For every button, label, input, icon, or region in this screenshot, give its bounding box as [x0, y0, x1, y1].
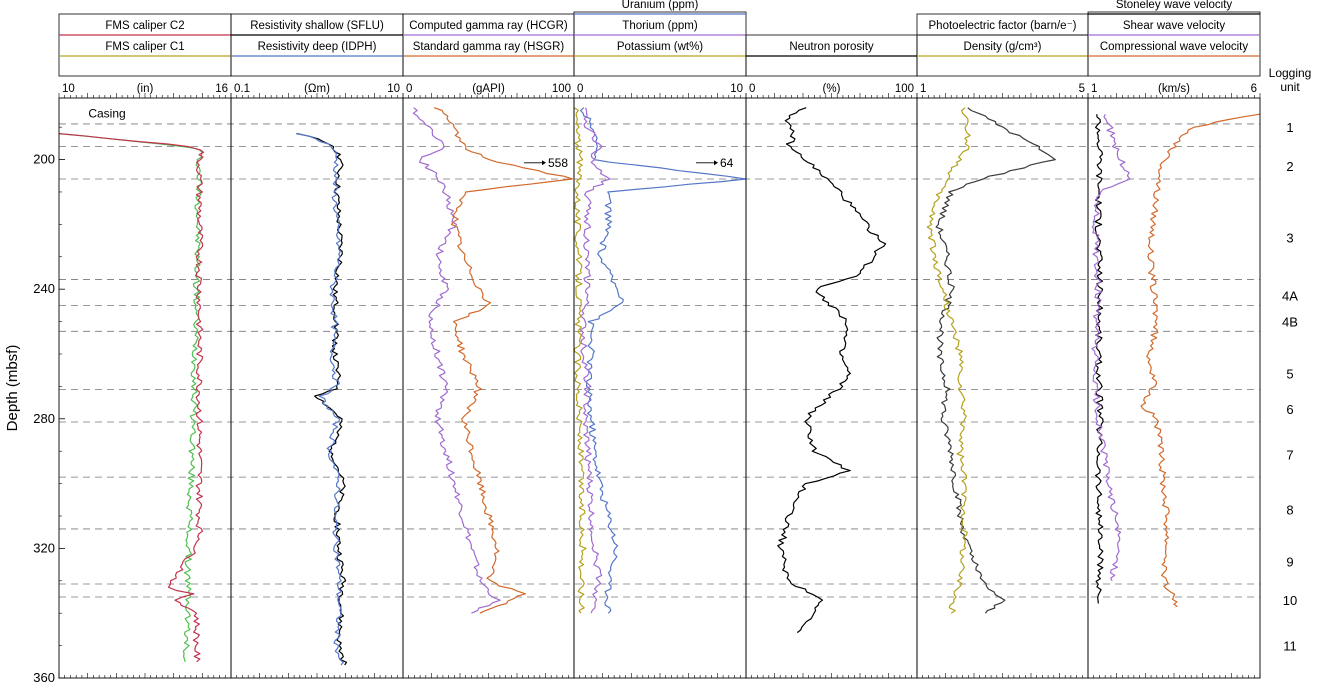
track-scales: 10 16(in) 0.1 10(Ωm) 0 100(gAPI) 0 10 0 100(%) 1 5 1…	[58, 83, 1261, 678]
logging-unit-label: 9	[1286, 554, 1293, 569]
header-label: Compressional wave velocity	[1100, 41, 1249, 53]
depth-axis: 200 240 280 320 360 Depth (mbsf)	[4, 126, 65, 685]
scale-min: 0	[406, 83, 412, 95]
curve-fms-caliper-c1	[58, 133, 203, 662]
track-headers: FMS caliper C2 FMS caliper C1 Resistivity …	[58, 0, 1261, 77]
curve-photoelectric-factor-barn-e	[935, 107, 1056, 614]
curve-standard-gamma-ray-hsgr	[433, 107, 573, 614]
header-label: Resistivity shallow (SFLU)	[250, 20, 384, 32]
scale-min: 10	[62, 83, 75, 95]
y-axis-label: Depth (mbsf)	[4, 345, 21, 432]
log-curves	[58, 107, 1261, 666]
scale-max: 5	[1079, 83, 1085, 95]
header-label: Shear wave velocity	[1123, 20, 1226, 32]
logging-unit-label: 5	[1286, 366, 1293, 381]
scale-min: 0	[577, 83, 583, 95]
logging-unit-label: 4B	[1282, 315, 1298, 330]
track-frame	[916, 97, 1089, 679]
scale-max: 6	[1251, 83, 1257, 95]
header-label: Computed gamma ray (HCGR)	[409, 20, 568, 32]
logging-unit-label: 8	[1286, 503, 1293, 518]
curve-potassium-wt	[573, 107, 587, 614]
scale-unit: (km/s)	[1158, 83, 1190, 95]
header-box	[1087, 11, 1261, 77]
logging-unit-label: 2	[1286, 159, 1293, 174]
scale-max: 100	[895, 83, 914, 95]
curve-resistivity-deep-idph	[295, 133, 344, 666]
curve-density-g-cm	[926, 107, 971, 614]
offscale-value: 558	[548, 156, 568, 170]
logging-unit-title: Logging	[1269, 66, 1312, 80]
logging-unit-title: unit	[1280, 80, 1300, 94]
curve-fms-caliper-c2	[58, 133, 205, 663]
scale-max: 10	[730, 83, 743, 95]
scale-min: 0.1	[234, 83, 250, 95]
scale-unit: (Ωm)	[304, 83, 330, 95]
logging-unit-label: 10	[1283, 593, 1297, 608]
casing-label: Casing	[88, 106, 125, 120]
scale-unit: (gAPI)	[472, 83, 505, 95]
header-label: Photoelectric factor (barn/e⁻)	[929, 20, 1077, 32]
scale-max: 10	[387, 83, 400, 95]
header-label: Resistivity deep (IDPH)	[258, 41, 377, 53]
track-frames	[58, 97, 1261, 679]
logging-unit-label: 11	[1283, 639, 1297, 654]
y-tick-label: 240	[33, 281, 55, 296]
scale-min: 1	[920, 83, 926, 95]
logging-unit-label: 3	[1286, 230, 1293, 245]
header-label: Potassium (wt%)	[617, 41, 703, 53]
scale-unit: (in)	[137, 83, 154, 95]
curve-neutron-porosity	[777, 107, 887, 634]
y-tick-label: 280	[33, 411, 55, 426]
header-label: Density (g/cm³)	[964, 41, 1042, 53]
unit-boundaries	[59, 123, 1260, 598]
curve-shear-wave-velocity	[1091, 113, 1131, 582]
header-label: Uranium (ppm)	[622, 0, 699, 11]
header-label: Standard gamma ray (HSGR)	[413, 41, 565, 53]
curve-thorium-ppm	[579, 107, 611, 614]
track-frame	[745, 97, 918, 679]
curve-compressional-wave-velocity	[1140, 113, 1261, 608]
track-frame	[58, 97, 232, 679]
logging-unit-label: 1	[1286, 120, 1293, 135]
header-label: Stoneley wave velocity	[1116, 0, 1233, 11]
curve-computed-gamma-ray-hcgr	[412, 107, 501, 614]
curve-resistivity-shallow-sflu	[297, 133, 348, 666]
scale-min: 1	[1091, 83, 1097, 95]
track-frame	[230, 97, 404, 679]
scale-unit: (%)	[823, 83, 841, 95]
header-label: Thorium (ppm)	[622, 20, 698, 32]
y-tick-label: 200	[33, 152, 55, 167]
scale-min: 0	[749, 83, 755, 95]
offscale-value: 64	[720, 156, 734, 170]
logging-unit-label: 4A	[1282, 289, 1298, 304]
curve-uranium-ppm	[580, 107, 747, 614]
y-tick-label: 360	[33, 670, 55, 685]
curve-stoneley-wave-velocity	[1094, 114, 1104, 604]
offscale-arrowhead	[714, 160, 718, 166]
track-frame	[1087, 97, 1261, 679]
header-label: FMS caliper C1	[105, 41, 184, 53]
y-tick-label: 320	[33, 540, 55, 555]
annotations: Casing 558 64	[88, 106, 733, 169]
header-label: FMS caliper C2	[105, 20, 184, 32]
scale-max: 100	[552, 83, 571, 95]
logging-unit-label: 7	[1286, 447, 1293, 462]
logging-unit-label: 6	[1286, 402, 1293, 417]
header-label: Neutron porosity	[789, 41, 874, 53]
offscale-arrowhead	[542, 160, 546, 166]
scale-max: 16	[215, 83, 228, 95]
